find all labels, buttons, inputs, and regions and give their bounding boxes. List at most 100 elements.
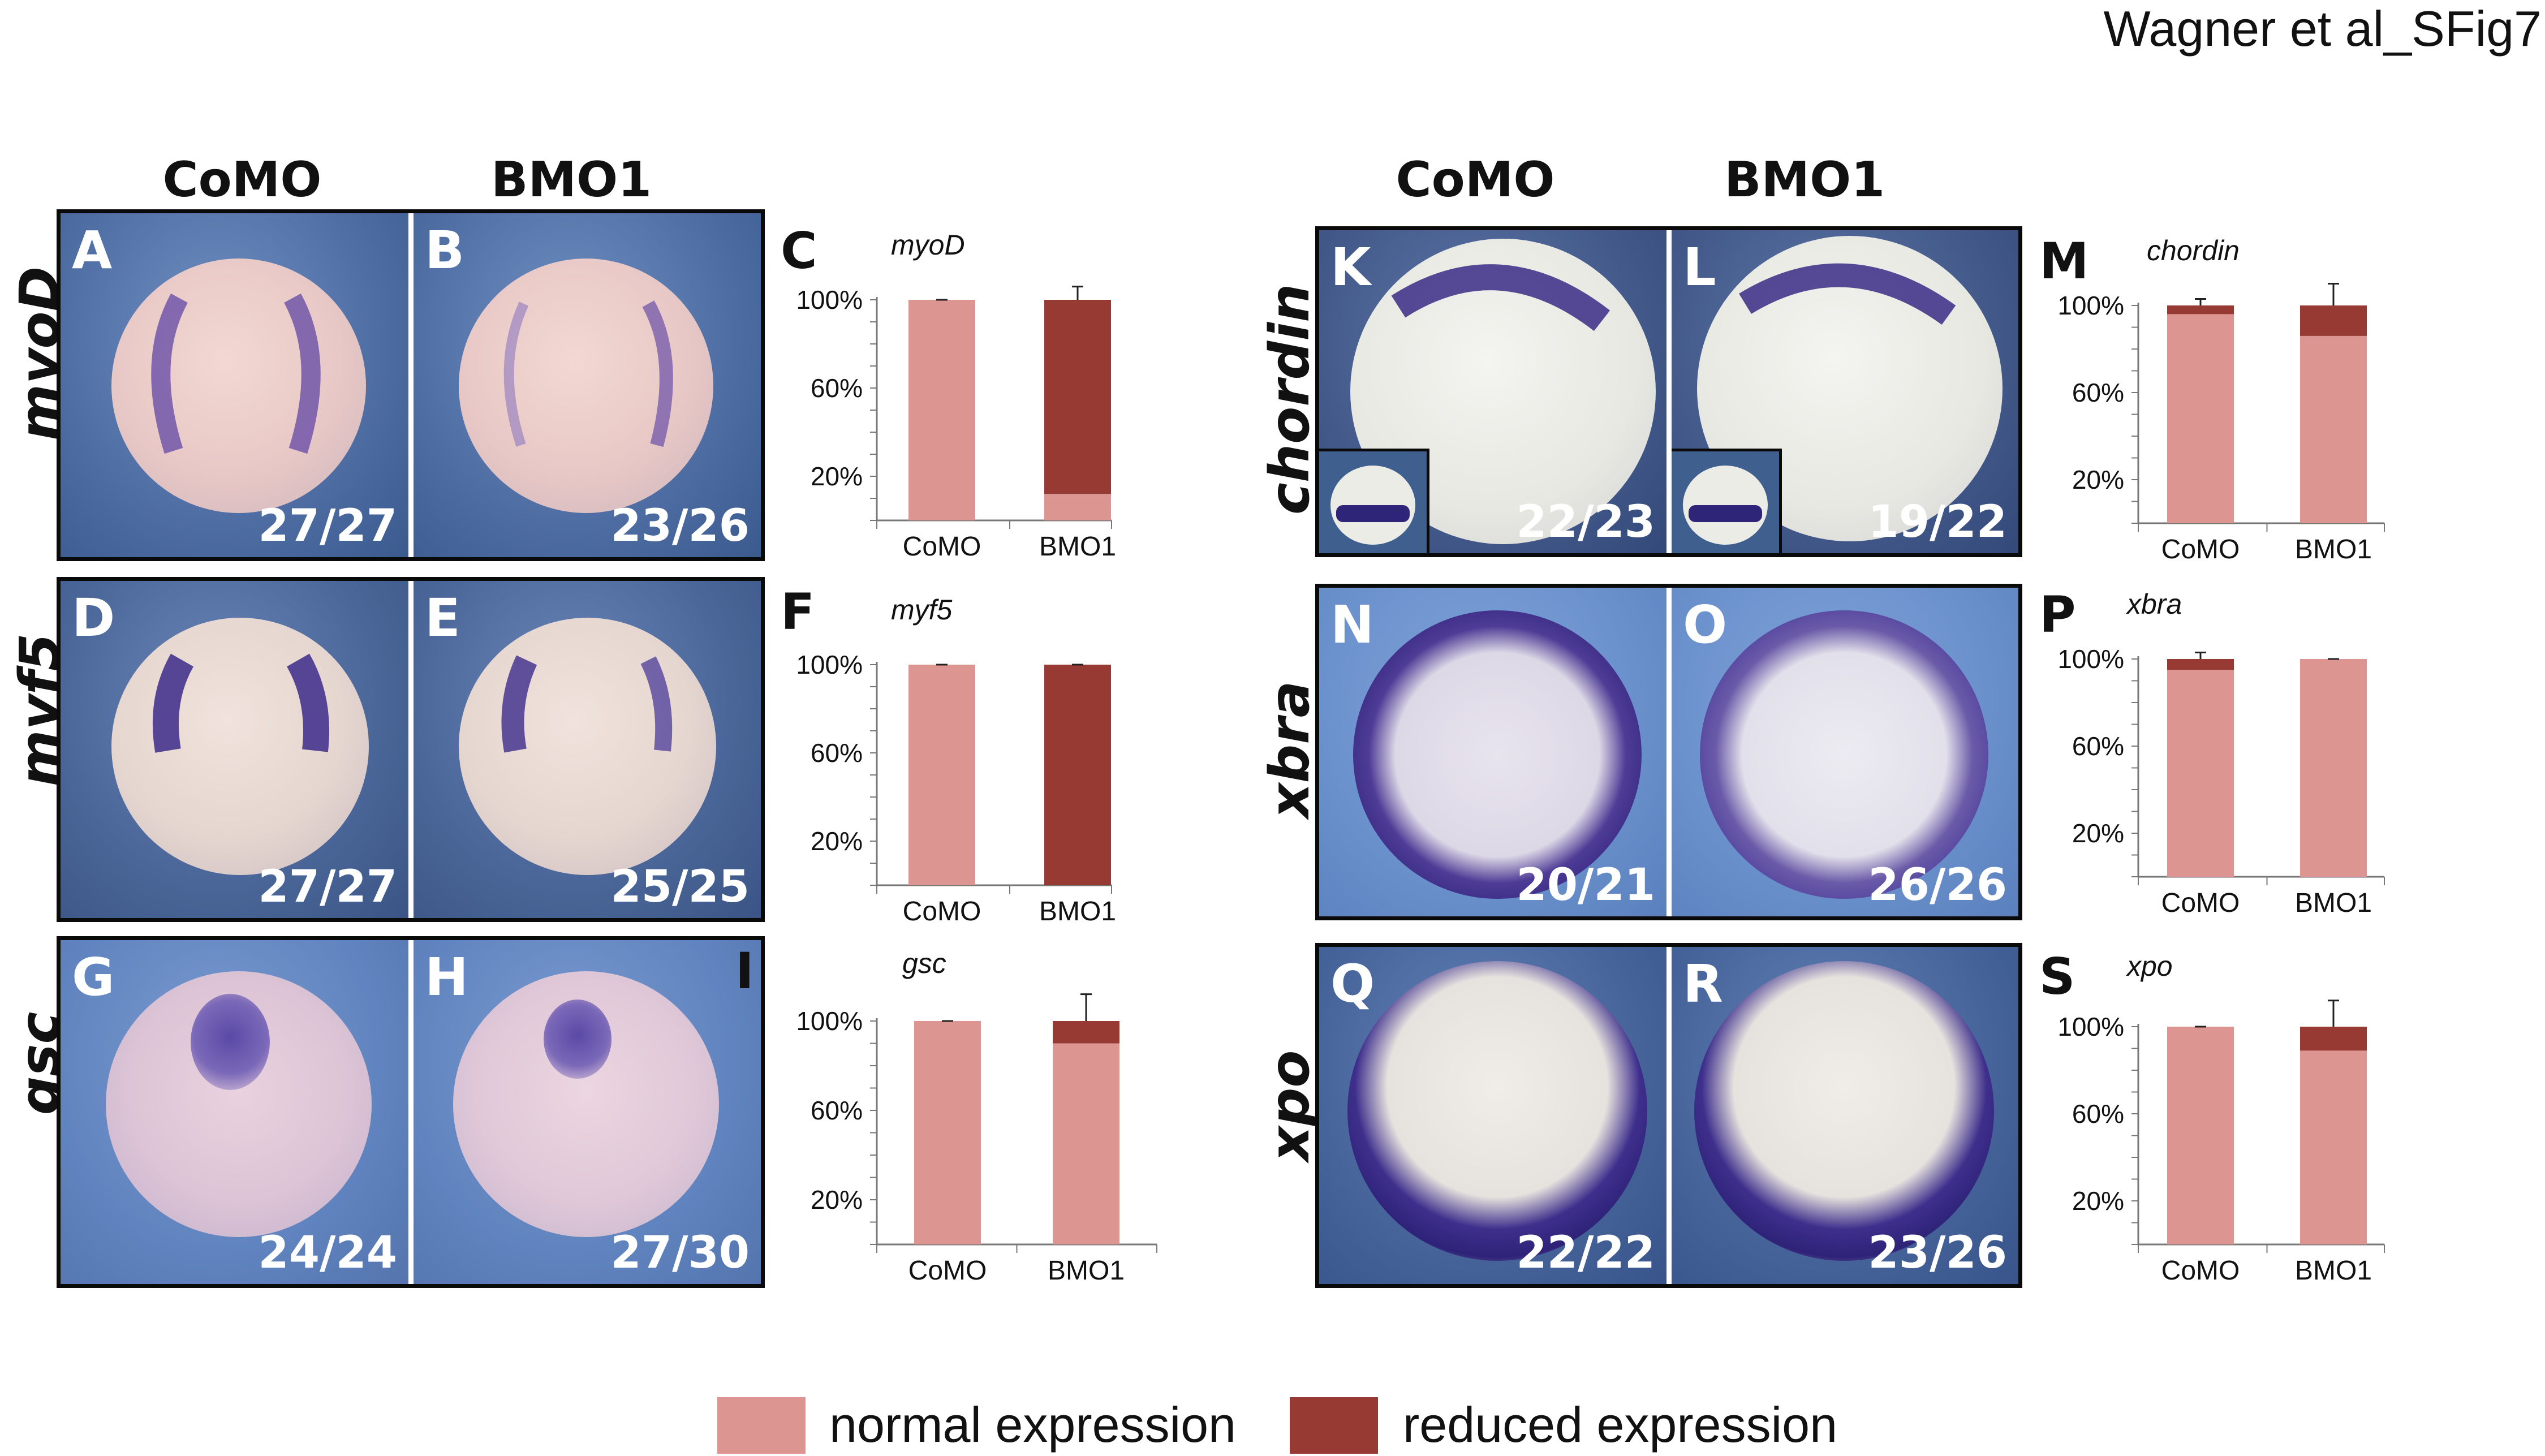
chart-title: gsc (902, 947, 946, 979)
y-tick-label: 60% (2072, 731, 2124, 761)
legend-label-normal: normal expression (829, 1397, 1236, 1453)
panel-count-d: 27/27 (258, 861, 397, 912)
chart-chordin: chordin 20% 60% 100% CoMO BMO1 (2057, 235, 2385, 565)
panel-divider (408, 940, 414, 1284)
bar-normal-como (914, 1021, 981, 1244)
legend-label-reduced: reduced expression (1403, 1397, 1838, 1453)
inset-image-k (1319, 449, 1429, 553)
x-tick-label: BMO1 (2295, 535, 2372, 565)
photo-row-chordin: K 22/23 L 19/22 (1315, 226, 2022, 557)
gene-label-xbra: xbra (1258, 680, 1321, 819)
panel-letter-e: E (425, 588, 460, 648)
bar-normal-como (2167, 670, 2234, 877)
y-tick-label: 100% (2057, 644, 2124, 674)
panel-count-e: 25/25 (610, 861, 750, 912)
photo-row-xbra: N 20/21 O 26/26 (1315, 584, 2022, 920)
panel-count-l: 19/22 (1868, 497, 2007, 548)
panel-count-n: 20/21 (1516, 860, 1655, 911)
photo-panel-r: R 23/26 (1672, 947, 2018, 1284)
bar-reduced-como (2167, 659, 2234, 670)
bar-reduced-bmo1 (2300, 1027, 2367, 1051)
x-tick-label: CoMO (908, 1256, 987, 1286)
panel-divider (408, 213, 414, 557)
panel-divider (1666, 230, 1672, 553)
bar-normal-bmo1 (1044, 494, 1111, 520)
y-tick-label: 100% (796, 1006, 863, 1036)
y-tick-label: 20% (811, 826, 863, 856)
chart-title: myf5 (891, 594, 953, 626)
y-tick-label: 100% (796, 650, 863, 679)
y-tick-label: 100% (2057, 291, 2124, 320)
bar-normal-bmo1 (2300, 659, 2367, 877)
photo-panel-q: Q 22/22 (1319, 947, 1666, 1284)
panel-letter-q: Q (1330, 954, 1375, 1014)
panel-divider (408, 581, 414, 918)
inset-image-l (1672, 449, 1782, 553)
photo-row-gsc: G 24/24 H 27/30 (57, 936, 765, 1288)
left-header-como: CoMO (162, 152, 322, 208)
bar-reduced-bmo1 (2300, 305, 2367, 336)
photo-panel-g: G 24/24 (61, 940, 408, 1284)
chart-letter-s: S (2039, 947, 2075, 1006)
y-tick-label: 20% (2072, 819, 2124, 848)
bar-reduced-bmo1 (1044, 300, 1111, 494)
chart-title: chordin (2147, 235, 2240, 266)
y-tick-label: 100% (796, 285, 863, 315)
bar-normal-como (908, 665, 975, 885)
panel-count-k: 22/23 (1516, 497, 1655, 548)
panel-count-q: 22/22 (1516, 1227, 1655, 1278)
y-tick-label: 100% (2057, 1012, 2124, 1041)
x-tick-label: CoMO (2161, 888, 2240, 918)
x-tick-label: CoMO (903, 532, 981, 562)
y-tick-label: 20% (2072, 465, 2124, 494)
bar-reduced-bmo1 (1053, 1021, 1119, 1044)
y-tick-label: 20% (811, 1185, 863, 1214)
panel-divider (1666, 947, 1672, 1284)
x-tick-label: BMO1 (2295, 888, 2372, 918)
photo-panel-k: K 22/23 (1319, 230, 1666, 553)
bar-reduced-bmo1 (1044, 665, 1111, 885)
legend-swatch-reduced (1290, 1397, 1378, 1454)
chart-myod: myoD 20% 60% 100% CoMO BMO1 (796, 229, 1116, 562)
chart-title: xbra (2126, 588, 2182, 620)
photo-panel-o: O 26/26 (1672, 588, 2018, 916)
bar-normal-como (908, 300, 975, 520)
chart-letter-f: F (781, 583, 815, 641)
bar-normal-como (2167, 314, 2234, 523)
y-tick-label: 60% (2072, 378, 2124, 407)
chart-gsc: gsc 20% 60% 100% CoMO BMO1 (796, 947, 1157, 1286)
chart-letter-p: P (2039, 585, 2076, 644)
legend-swatch-normal (717, 1397, 806, 1454)
panel-count-b: 23/26 (610, 501, 750, 552)
bar-normal-como (2167, 1027, 2234, 1244)
bar-normal-bmo1 (2300, 335, 2367, 523)
gene-label-chordin: chordin (1258, 283, 1321, 515)
panel-letter-k: K (1330, 237, 1371, 298)
panel-letter-l: L (1683, 237, 1716, 298)
right-header-como: CoMO (1396, 152, 1555, 208)
bar-reduced-como (2167, 305, 2234, 315)
figure-title: Wagner et al_SFig7 (2103, 1, 2542, 57)
panel-letter-a: A (72, 220, 113, 281)
x-tick-label: CoMO (2161, 535, 2240, 565)
bar-normal-bmo1 (1053, 1043, 1119, 1244)
panel-letter-g: G (72, 947, 115, 1007)
x-tick-label: CoMO (903, 897, 981, 927)
y-tick-label: 60% (811, 1096, 863, 1125)
right-header-bmo1: BMO1 (1724, 152, 1885, 208)
panel-count-r: 23/26 (1868, 1227, 2007, 1278)
photo-panel-h: H 27/30 (414, 940, 761, 1284)
panel-letter-o: O (1683, 595, 1728, 655)
chart-xpo: xpo 20% 60% 100% CoMO BMO1 (2057, 950, 2385, 1286)
y-tick-label: 60% (811, 738, 863, 768)
panel-letter-r: R (1683, 954, 1723, 1014)
photo-panel-e: E 25/25 (414, 581, 761, 918)
panel-count-o: 26/26 (1868, 860, 2007, 911)
panel-count-g: 24/24 (258, 1227, 397, 1278)
chart-letter-c: C (781, 222, 817, 280)
chart-xbra: xbra 20% 60% 100% CoMO BMO1 (2057, 588, 2385, 918)
chart-title: myoD (891, 229, 965, 261)
left-header-bmo1: BMO1 (490, 152, 652, 208)
y-tick-label: 60% (811, 373, 863, 403)
panel-letter-d: D (72, 588, 115, 648)
